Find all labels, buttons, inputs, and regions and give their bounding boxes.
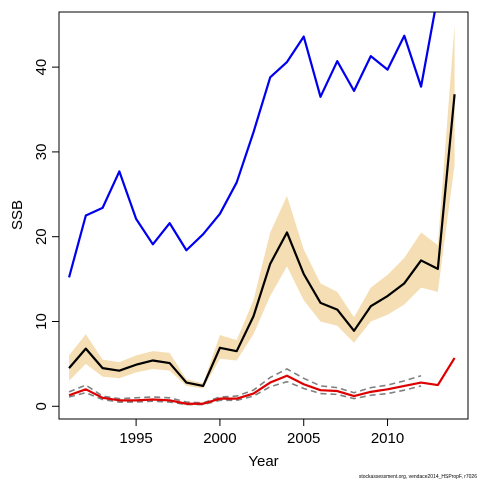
series-line-3 (68, 368, 422, 404)
x-tick-label: 1995 (119, 430, 152, 447)
x-tick-label: 2005 (287, 430, 320, 447)
y-tick-label: 30 (33, 144, 50, 161)
x-axis: 1995 2000 2005 2010 (119, 419, 404, 447)
x-tick-label: 2010 (371, 430, 404, 447)
y-tick-label: 20 (33, 228, 50, 245)
confidence-band (69, 24, 455, 389)
x-tick-label: 2000 (203, 430, 236, 447)
y-axis: 0 10 20 30 40 (33, 59, 59, 410)
series-line-4 (68, 380, 422, 406)
y-axis-title: SSB (9, 200, 26, 230)
confidence-band-layer (69, 24, 455, 389)
footnote: stockassessment.org, vendace2014_HSPropF… (359, 474, 477, 480)
series-line-2 (68, 94, 456, 388)
series-layer (67, 12, 456, 406)
series-line-5 (68, 357, 456, 405)
series-line-1 (67, 12, 436, 278)
plot-frame (58, 11, 469, 420)
x-axis-title: Year (248, 453, 278, 470)
y-tick-label: 10 (33, 313, 50, 330)
y-tick-label: 0 (33, 402, 50, 410)
y-tick-label: 40 (33, 59, 50, 76)
